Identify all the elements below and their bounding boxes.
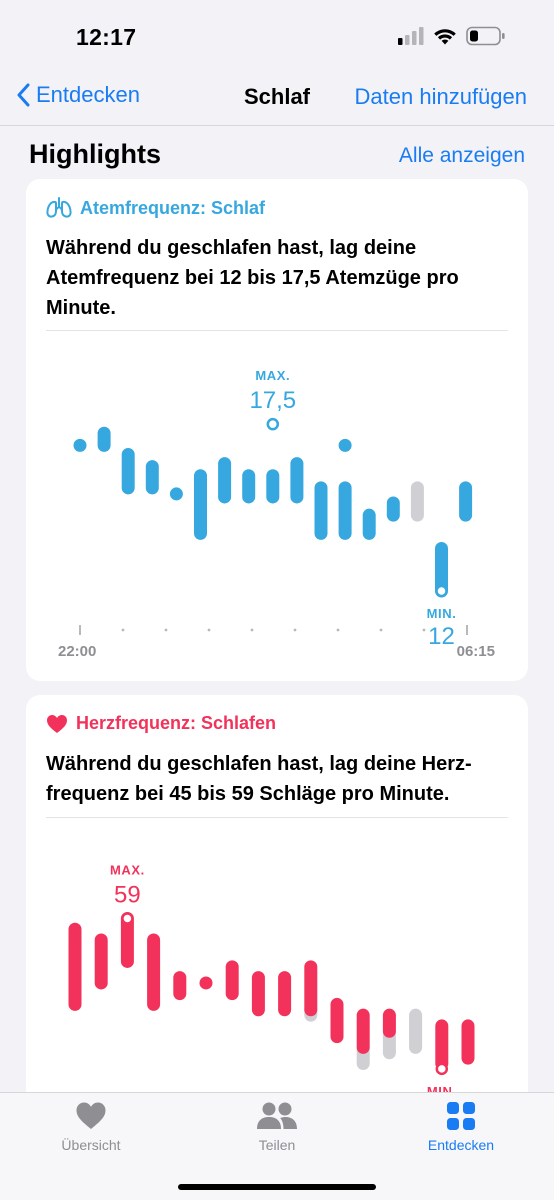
section-title: Highlights <box>29 139 161 169</box>
heart-card-title: Herzfrequenz: Schlafen <box>76 713 277 733</box>
people-icon <box>257 1102 297 1129</box>
x-axis-dot <box>250 628 254 632</box>
back-button[interactable]: Entdecken <box>16 82 140 108</box>
tab-overview-label: Übersicht <box>61 1137 121 1153</box>
x-axis-end-label: 06:15 <box>457 643 495 660</box>
heart-rate-chart: MAX.59MIN.45 <box>68 862 475 1115</box>
card-divider <box>46 330 508 331</box>
max-marker <box>266 417 280 431</box>
heart-tab-icon <box>76 1102 106 1129</box>
heart-card-header: Herzfrequenz: Schlafen <box>46 713 276 734</box>
navigation-bar: Entdecken Schlaf Daten hinzufügen <box>0 70 554 126</box>
grid-icon <box>447 1102 475 1130</box>
status-icons <box>398 26 506 46</box>
min-marker <box>435 1062 449 1076</box>
min-marker <box>435 584 448 598</box>
x-axis-dot <box>164 628 168 632</box>
status-bar: 12:17 <box>0 0 554 70</box>
tab-discover-label: Entdecken <box>427 1137 495 1153</box>
tab-discover[interactable]: Entdecken <box>401 1101 521 1153</box>
respiratory-card-header: Atemfrequenz: Schlaf <box>46 197 265 219</box>
respiratory-card-title: Atemfrequenz: Schlaf <box>80 197 266 218</box>
highlights-header: Highlights Alle anzeigen <box>29 139 525 173</box>
x-axis-dot <box>336 628 340 632</box>
respiratory-rate-chart: MAX. 17,5 MIN. 12 22:00 06:15 <box>58 368 495 660</box>
min-label: MIN. <box>427 606 457 621</box>
heart-summary: Während du geschlafen hast, lag deine He… <box>46 753 472 805</box>
signal-icon <box>398 27 424 45</box>
range-point <box>169 487 183 501</box>
range-point <box>338 438 352 452</box>
show-all-link[interactable]: Alle anzeigen <box>398 144 525 167</box>
tab-overview[interactable]: Übersicht <box>31 1101 151 1153</box>
status-time: 12:17 <box>76 24 137 50</box>
range-point <box>73 438 87 452</box>
respiratory-rate-card[interactable]: Atemfrequenz: Schlaf Während du geschlaf… <box>26 179 528 681</box>
max-value: 17,5 <box>249 387 296 414</box>
card-divider <box>46 817 508 818</box>
battery-icon <box>466 26 505 46</box>
tab-share[interactable]: Teilen <box>217 1101 337 1153</box>
home-indicator <box>178 1184 376 1190</box>
x-axis-dot <box>379 628 383 632</box>
tab-bar: Übersicht Teilen Entdecken <box>0 1092 554 1200</box>
back-label: Entdecken <box>36 82 140 107</box>
lungs-icon <box>46 197 72 218</box>
heart-icon <box>47 714 67 733</box>
tab-share-label: Teilen <box>258 1137 296 1153</box>
nav-title: Schlaf <box>243 84 311 109</box>
min-value: 12 <box>428 623 455 650</box>
heart-rate-card[interactable]: Herzfrequenz: Schlafen Während du geschl… <box>26 695 528 1115</box>
respiratory-summary: Während du geschlafen hast, lag deine At… <box>46 237 459 319</box>
range-point <box>199 976 213 990</box>
wifi-icon <box>434 29 456 45</box>
x-axis-dot <box>207 628 211 632</box>
x-axis-start-label: 22:00 <box>58 643 96 660</box>
max-label: MAX. <box>255 368 290 383</box>
x-axis-dot <box>422 628 426 632</box>
max-marker <box>121 912 134 925</box>
max-label: MAX. <box>110 862 145 877</box>
max-value: 59 <box>114 881 141 908</box>
add-data-button[interactable]: Daten hinzufügen <box>354 84 527 109</box>
chevron-left-icon <box>17 83 30 107</box>
x-axis-dot <box>121 628 125 632</box>
x-axis-dot <box>293 628 297 632</box>
